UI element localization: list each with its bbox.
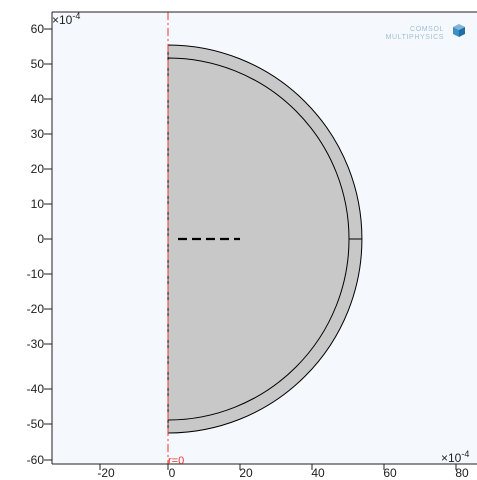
y-tick-label: 60 <box>31 22 45 36</box>
x-tick-label: -20 <box>97 466 115 480</box>
geometry-group <box>167 12 363 464</box>
y-tick-label: -50 <box>27 417 45 431</box>
x-tick-label: 60 <box>383 466 397 480</box>
y-axis: 60 50 40 30 20 10 0 -10 -20 -30 -40 -50 <box>27 22 52 467</box>
y-tick-label: 30 <box>31 127 45 141</box>
y-tick-label: 0 <box>37 232 44 246</box>
y-tick-label: 10 <box>31 197 45 211</box>
x-tick-label: 80 <box>455 466 469 480</box>
y-tick-label: -10 <box>27 267 45 281</box>
comsol-logo: COMSOL MULTIPHYSICS <box>386 24 465 41</box>
x-tick-label: 40 <box>311 466 325 480</box>
y-tick-label: -30 <box>27 337 45 351</box>
inner-domain[interactable] <box>167 57 350 421</box>
y-tick-label: -40 <box>27 382 45 396</box>
logo-text-top: COMSOL <box>410 26 444 33</box>
x-axis-exponent: ×10-4 <box>441 449 469 465</box>
x-tick-label: 20 <box>239 466 253 480</box>
y-tick-label: 20 <box>31 162 45 176</box>
symmetry-axis-label: r=0 <box>168 455 184 467</box>
comsol-cube-icon <box>453 24 465 37</box>
y-axis-exponent: ×10-4 <box>52 11 80 27</box>
y-tick-label: -20 <box>27 302 45 316</box>
logo-text-bottom: MULTIPHYSICS <box>386 34 444 41</box>
y-tick-label: 40 <box>31 92 45 106</box>
y-tick-label: -60 <box>27 453 45 467</box>
y-tick-label: 50 <box>31 57 45 71</box>
x-tick-label: 0 <box>169 466 176 480</box>
x-axis: -20 0 20 40 60 80 <box>97 464 469 480</box>
